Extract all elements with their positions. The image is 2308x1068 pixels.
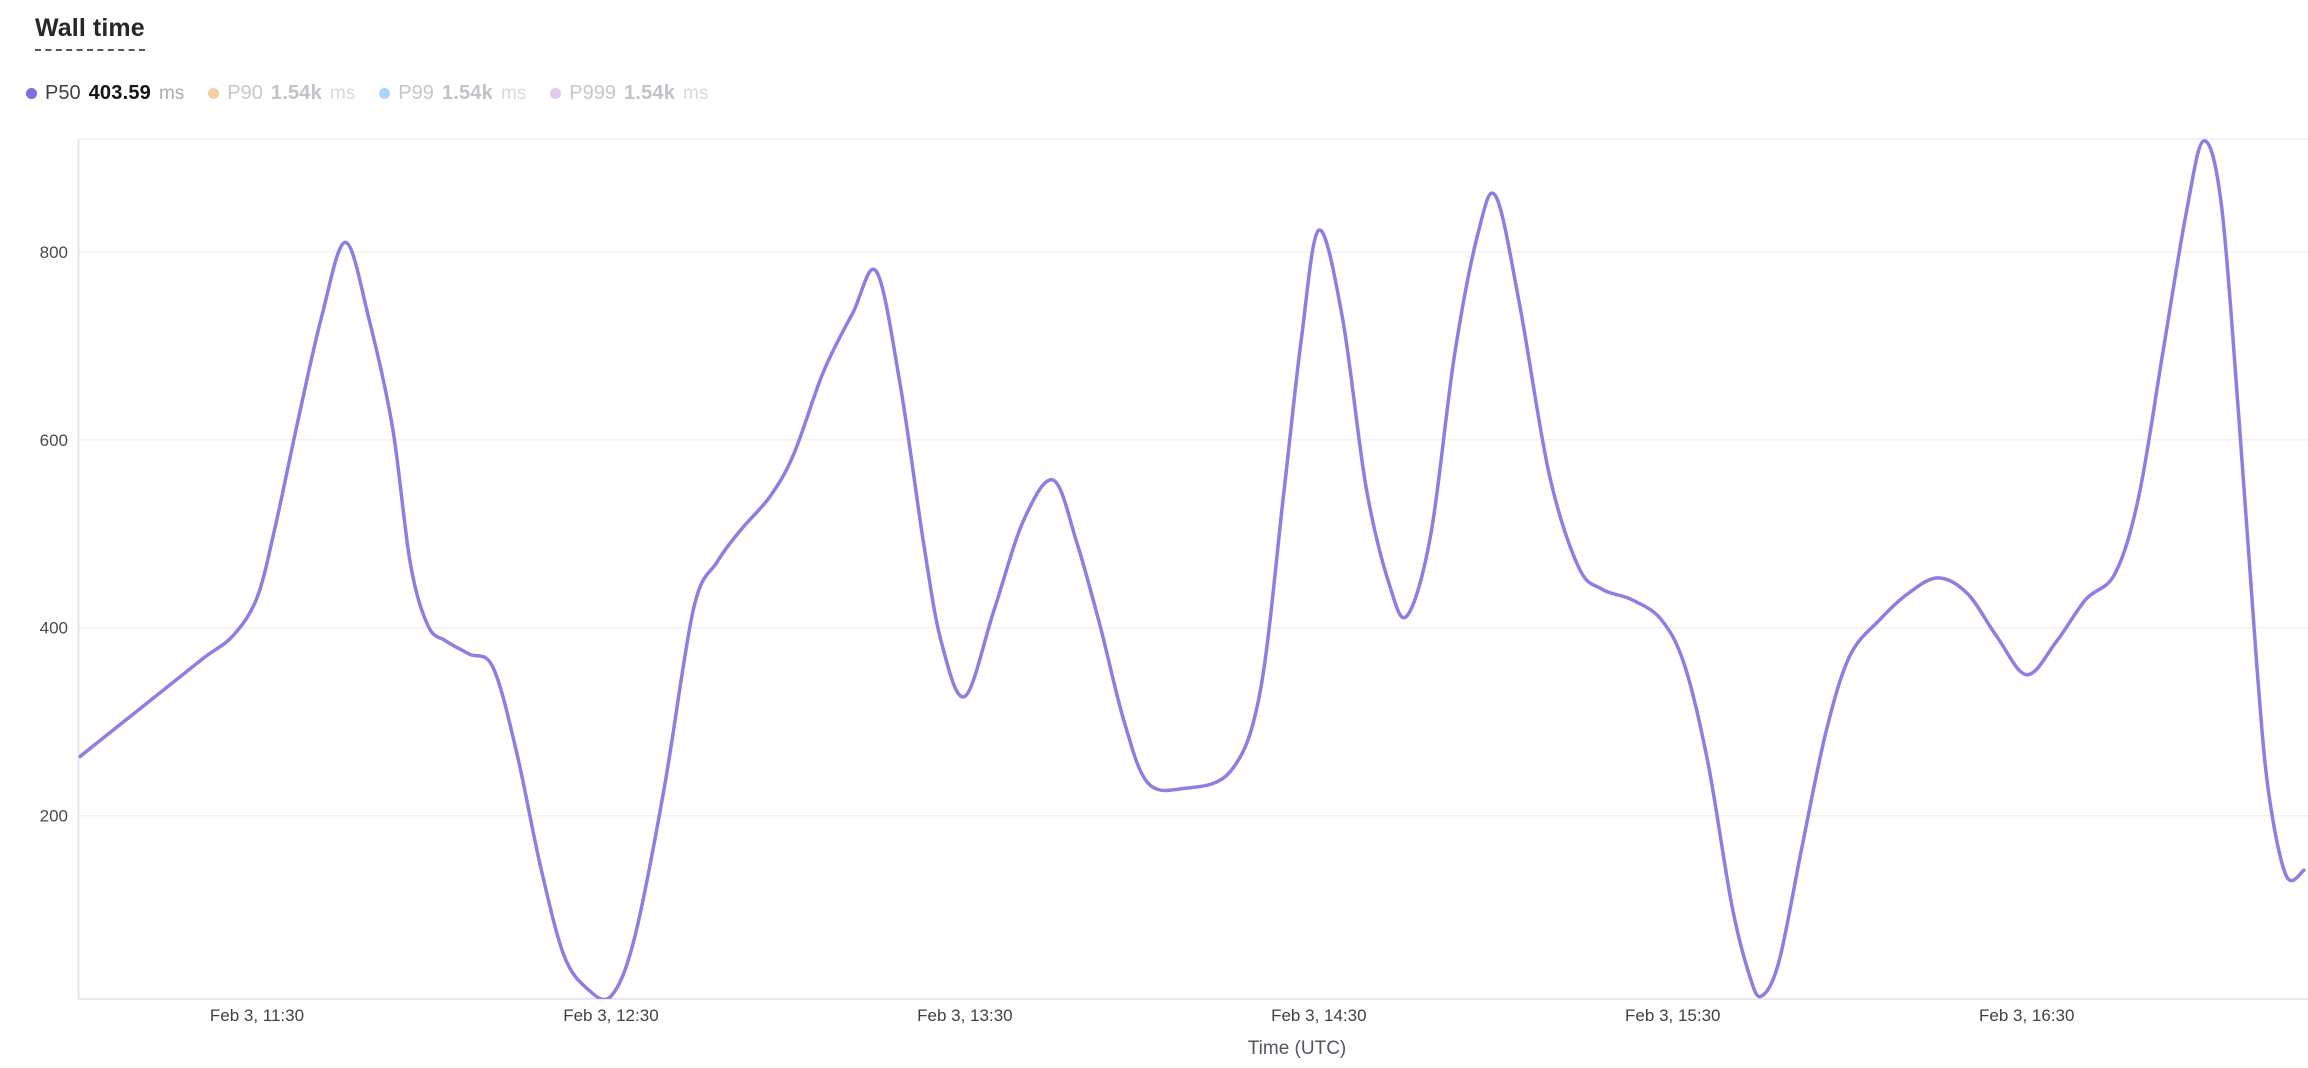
legend-value: 1.54k — [441, 82, 493, 104]
y-tick-label: 400 — [40, 619, 68, 638]
legend-value: 403.59 — [88, 82, 151, 104]
legend-item-p99[interactable]: P99 1.54k ms — [379, 82, 526, 105]
legend-label: P90 — [227, 82, 263, 104]
chart-title[interactable]: Wall time — [35, 14, 145, 51]
y-tick-label: 200 — [40, 807, 68, 826]
x-tick-label: Feb 3, 12:30 — [563, 1006, 658, 1025]
legend-dot-icon — [550, 88, 562, 99]
legend-value: 1.54k — [623, 82, 676, 104]
legend-dot-icon — [379, 88, 391, 99]
x-tick-label: Feb 3, 13:30 — [917, 1006, 1012, 1025]
legend-dot-icon — [208, 88, 220, 99]
legend-unit: ms — [683, 82, 709, 104]
y-tick-label: 600 — [40, 431, 68, 450]
x-axis-title: Time (UTC) — [1248, 1038, 1347, 1059]
legend-value: 1.54k — [270, 82, 322, 104]
p50-series-line — [78, 139, 2306, 999]
legend-item-p90[interactable]: P90 1.54k ms — [208, 82, 355, 105]
x-tick-label: Feb 3, 14:30 — [1271, 1006, 1366, 1025]
legend-unit: ms — [158, 82, 185, 104]
legend-unit: ms — [329, 82, 356, 104]
legend-label: P50 — [45, 82, 81, 104]
x-tick-label: Feb 3, 11:30 — [210, 1006, 304, 1025]
x-tick-label: Feb 3, 16:30 — [1979, 1006, 2074, 1025]
legend-item-p999[interactable]: P999 1.54k ms — [550, 82, 708, 105]
y-tick-label: 800 — [40, 243, 68, 262]
legend-label: P99 — [398, 82, 434, 104]
legend-item-p50[interactable]: P50 403.59 ms — [26, 82, 184, 105]
legend-dot-icon — [26, 88, 37, 99]
legend-unit: ms — [500, 82, 527, 104]
legend: P50 403.59 ms P90 1.54k ms P99 1.54k ms … — [26, 82, 708, 105]
legend-label: P999 — [569, 82, 616, 104]
x-tick-label: Feb 3, 15:30 — [1625, 1006, 1720, 1025]
